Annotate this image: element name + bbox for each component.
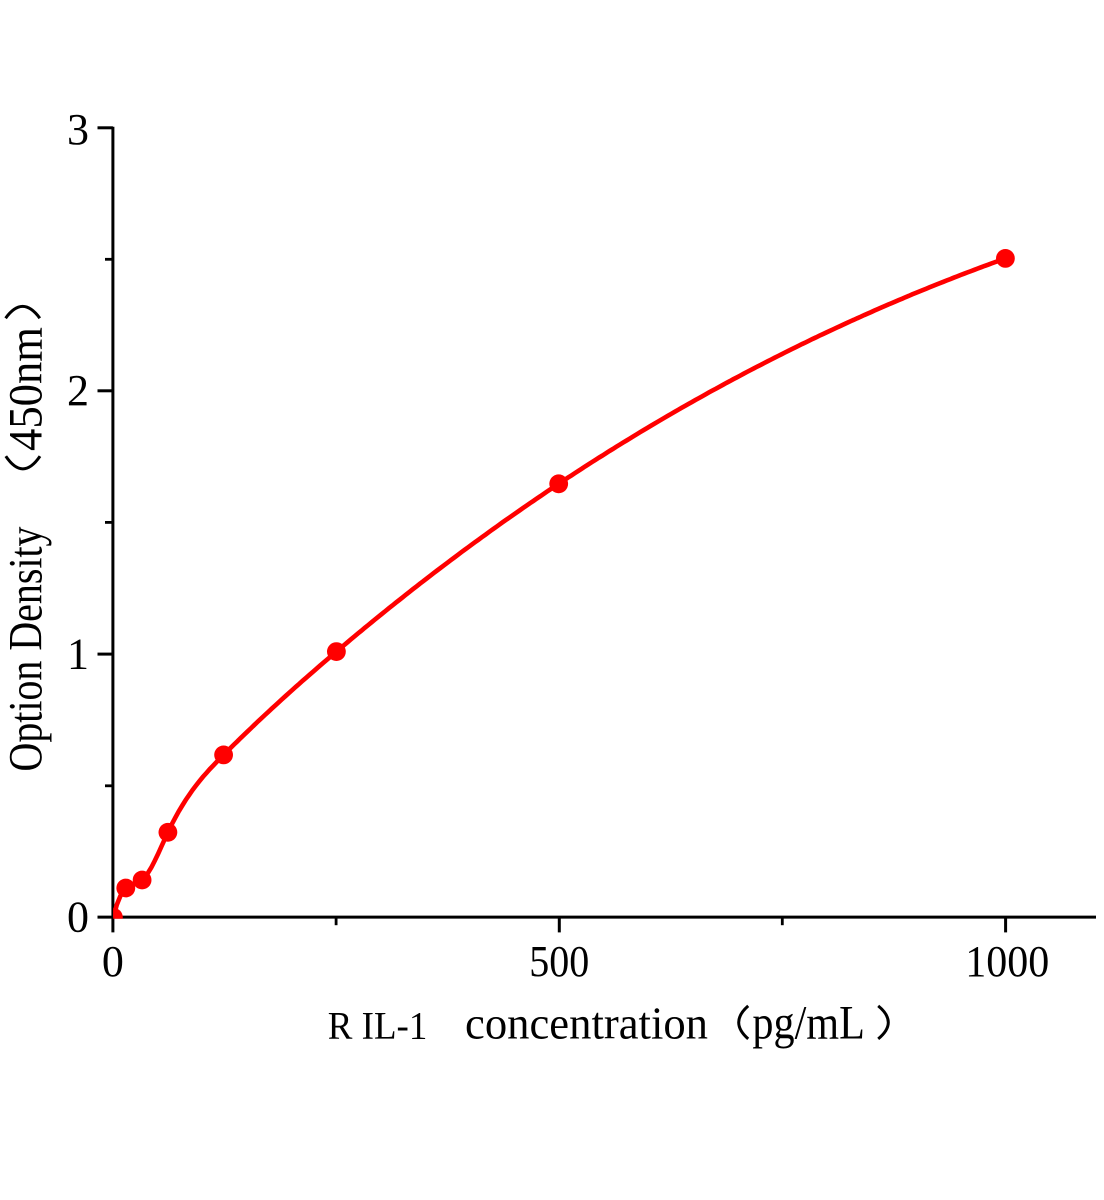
svg-text:0: 0 [67,893,89,942]
svg-text:pg/mL: pg/mL [752,996,865,1049]
svg-text:Option Density: Option Density [0,527,53,772]
svg-text:R IL-1: R IL-1 [328,1004,428,1047]
svg-text:1000: 1000 [965,937,1049,986]
svg-text:500: 500 [529,937,589,986]
svg-text:concentration: concentration [465,997,708,1048]
svg-text:3: 3 [67,105,89,154]
svg-text:2: 2 [67,366,89,415]
svg-text:0: 0 [102,937,124,986]
svg-text:1: 1 [67,630,89,679]
svg-text:450nm: 450nm [0,327,53,451]
